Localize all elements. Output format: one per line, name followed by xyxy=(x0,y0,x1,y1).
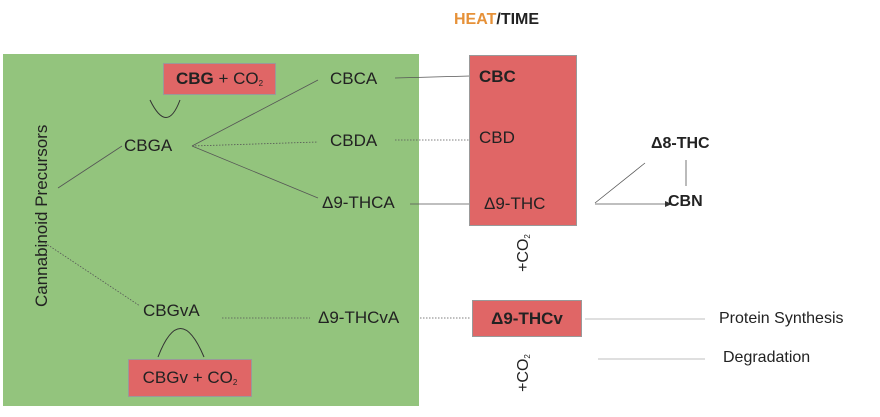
co2-top-subscript: 2 xyxy=(523,234,532,239)
co2-top-label: +CO2 xyxy=(515,231,533,275)
line-cbga-cbca xyxy=(191,79,319,147)
time-label: TIME xyxy=(500,11,540,28)
co2-bottom-label: +CO2 xyxy=(515,351,533,395)
co2-bottom-text: +CO xyxy=(515,358,532,392)
line-cbga-cbg-loop xyxy=(149,99,181,118)
d8thc-label: Δ8-THC xyxy=(651,135,710,152)
cbda-label: CBDA xyxy=(330,131,378,150)
line-cbca-cbc xyxy=(394,75,471,79)
cbgv-co2-subscript: 2 xyxy=(232,378,238,387)
degradation-label: Degradation xyxy=(723,349,811,366)
cbgva-label: CBGvA xyxy=(143,301,200,320)
products-box xyxy=(469,55,577,226)
co2-bottom-subscript: 2 xyxy=(523,354,532,359)
heat-label: HEAT xyxy=(454,11,497,28)
line-precursor-cbgva xyxy=(44,242,141,307)
cbg-label: CBG xyxy=(175,69,214,88)
title-slash: / xyxy=(496,11,501,28)
cbgv-co2-text: CBGv + CO xyxy=(142,368,233,387)
cbg-co2-box: CBG + CO2 xyxy=(163,63,276,95)
thc-label: Δ9-THC xyxy=(484,194,546,213)
cbgv-co2-box: CBGv + CO2 xyxy=(128,359,252,397)
thcv-box: Δ9-THCv xyxy=(472,300,582,337)
line-precursor-cbga xyxy=(57,145,123,189)
precursors-side-label: Cannabinoid Precursors xyxy=(32,124,51,307)
cbg-co2-text: + CO xyxy=(213,69,259,88)
cbga-label: CBGA xyxy=(124,136,173,155)
cbca-label: CBCA xyxy=(330,69,378,88)
cbc-label: CBC xyxy=(479,67,516,86)
thcv-label: Δ9-THCv xyxy=(491,309,563,328)
cbn-label: CBN xyxy=(668,193,703,210)
cbd-label: CBD xyxy=(479,128,515,147)
arrowhead-cbn xyxy=(665,201,672,207)
line-cbgva-cbgv-loop xyxy=(157,328,205,358)
thcva-label: Δ9-THCvA xyxy=(318,308,400,327)
line-thc-d8thc xyxy=(594,162,646,204)
heat-time-title: HEAT/TIME xyxy=(454,11,539,29)
protein-synthesis-label: Protein Synthesis xyxy=(719,310,844,327)
precursors-panel xyxy=(3,54,419,406)
cbg-co2-subscript: 2 xyxy=(258,79,264,88)
co2-top-text: +CO xyxy=(515,238,532,272)
thca-label: Δ9-THCA xyxy=(322,193,395,212)
line-cbga-thca xyxy=(191,145,319,199)
line-cbga-cbda xyxy=(191,141,319,147)
